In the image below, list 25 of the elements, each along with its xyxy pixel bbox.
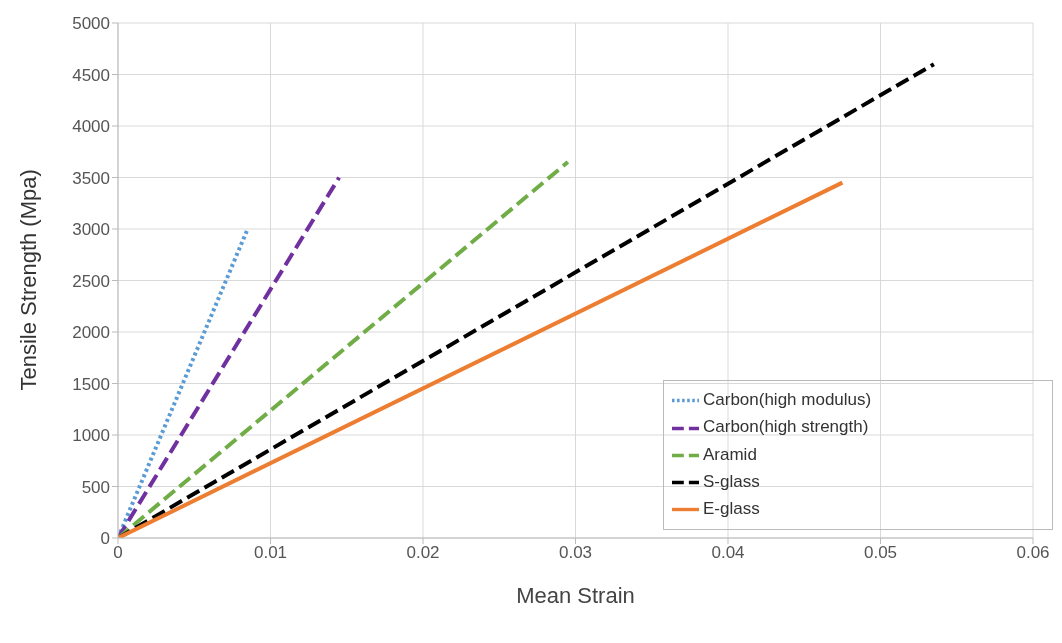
x-axis-title: Mean Strain	[516, 583, 635, 608]
x-tick-label: 0.02	[406, 543, 440, 563]
x-tick-label: 0.03	[558, 543, 593, 563]
y-tick-label: 1000	[72, 426, 110, 446]
y-tick-label: 0	[100, 529, 110, 549]
x-tick-label: 0.06	[1016, 543, 1050, 563]
y-tick-label: 4000	[72, 117, 110, 137]
y-tick-label: 5000	[72, 14, 110, 34]
y-tick-label: 4500	[72, 65, 110, 85]
y-tick-label: 2000	[72, 323, 110, 343]
legend-label: S-glass	[703, 471, 760, 491]
x-tick-label: 0.01	[253, 543, 288, 563]
y-tick-label: 2500	[72, 271, 110, 291]
legend-label: Aramid	[703, 444, 757, 464]
y-tick-label: 3500	[72, 168, 110, 188]
y-tick-label: 500	[81, 477, 110, 497]
y-tick-label: 1500	[72, 374, 110, 394]
x-tick-label: 0.05	[863, 543, 898, 563]
legend-label: Carbon(high modulus)	[703, 390, 872, 409]
y-axis-title: Tensile Strength (Mpa)	[15, 169, 41, 391]
y-tick-label: 3000	[72, 220, 110, 240]
legend-label: Carbon(high strength)	[703, 417, 869, 437]
x-tick-label: 0.04	[711, 543, 745, 563]
legend-label: E-glass	[703, 499, 760, 519]
x-tick-label: 0	[113, 543, 123, 563]
